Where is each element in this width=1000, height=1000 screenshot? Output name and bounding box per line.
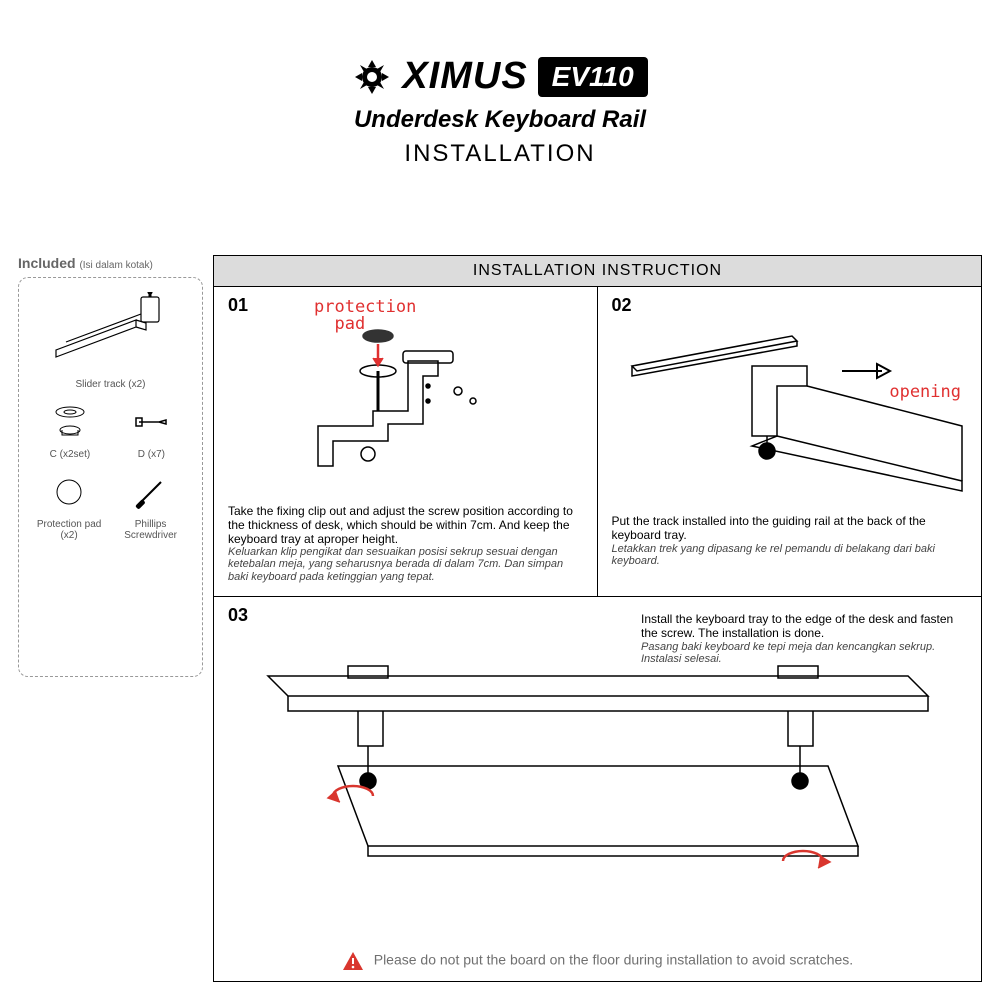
installation-heading: INSTALLATION [0,140,1000,168]
step-01: 01 protection pad [214,287,598,596]
step-03: 03 Install the keyboard tray to the edge… [214,597,981,981]
included-panel: Included (Isi dalam kotak) Slider track … [18,255,203,982]
part-driver-label: Phillips Screwdriver [109,519,192,541]
part-slider: Slider track (x2) [46,292,176,390]
part-pad-label: Protection pad (x2) [29,519,109,541]
gear-icon [352,57,392,97]
included-frame: Slider track (x2) C (x2set) [18,277,203,677]
brand-name: XIMUS [402,55,527,98]
step-03-diagram [228,646,967,911]
step-03-text-en: Install the keyboard tray to the edge of… [641,613,961,641]
instruction-box: INSTALLATION INSTRUCTION 01 protection p… [213,255,982,982]
step-01-text-en: Take the fixing clip out and adjust the … [228,505,583,546]
content: Included (Isi dalam kotak) Slider track … [18,255,982,982]
step-01-diagram [228,316,583,501]
included-title-text: Included [18,255,76,271]
part-c-label: C (x2set) [50,449,91,460]
model-badge: EV110 [538,57,648,97]
included-title-sub: (Isi dalam kotak) [79,260,152,271]
step-02-num: 02 [612,295,968,316]
step-01-text-id: Keluarkan klip pengikat dan sesuaikan po… [228,546,583,582]
logo-row: XIMUS EV110 [0,55,1000,98]
part-row-2: Protection pad (x2) Phillips Screwdriver [29,472,192,541]
instruction-header: INSTALLATION INSTRUCTION [214,256,981,287]
part-row-1: C (x2set) D (x7) [29,402,192,460]
product-subtitle: Underdesk Keyboard Rail [0,106,1000,134]
step-02: 02 opening [598,287,982,596]
steps-top-row: 01 protection pad [214,287,981,597]
part-c: C (x2set) [50,402,91,460]
warning-icon [342,951,364,971]
part-driver: Phillips Screwdriver [109,472,192,541]
warning-text: Please do not put the board on the floor… [374,952,853,968]
step-02-text-en: Put the track installed into the guiding… [612,515,968,543]
part-pad: Protection pad (x2) [29,472,109,541]
step-02-diagram [612,316,968,511]
part-d-label: D (x7) [131,449,171,460]
part-d: D (x7) [131,402,171,460]
header: XIMUS EV110 Underdesk Keyboard Rail INST… [0,0,1000,168]
included-title: Included (Isi dalam kotak) [18,255,203,271]
warning-row: Please do not put the board on the floor… [214,951,981,971]
part-slider-label: Slider track (x2) [46,379,176,390]
step-02-text-id: Letakkan trek yang dipasang ke rel peman… [612,543,968,567]
